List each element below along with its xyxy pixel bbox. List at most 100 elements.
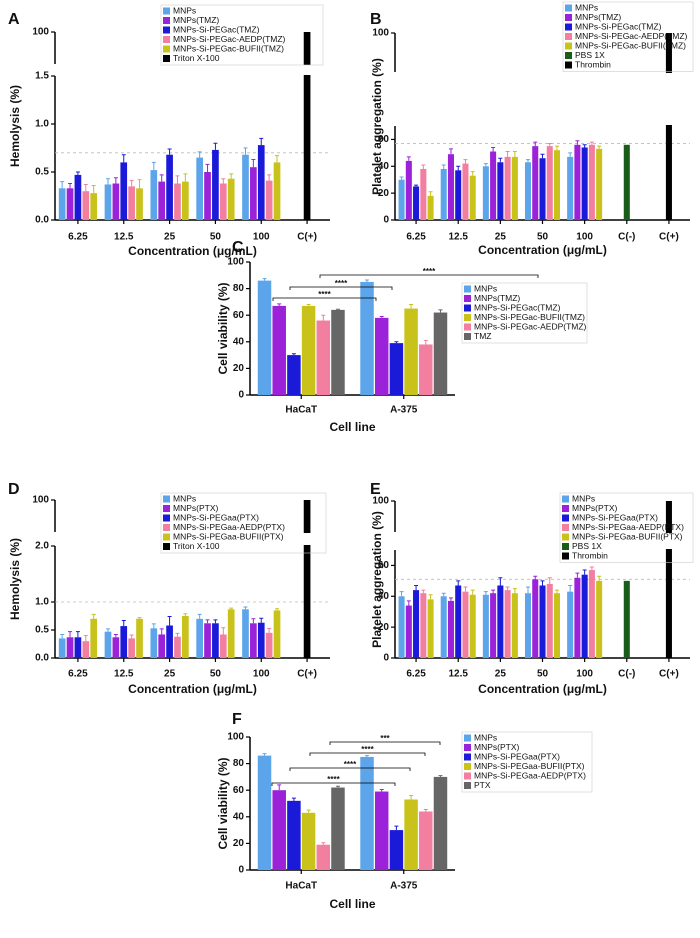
legend-label: Thrombin — [572, 550, 608, 560]
error-bar — [568, 152, 573, 157]
legend-label: MNPs(TMZ) — [173, 15, 219, 25]
error-bar — [60, 633, 65, 639]
error-bar — [221, 627, 226, 635]
error-bar — [197, 151, 202, 158]
x-tick-label: 12.5 — [448, 232, 468, 243]
error-bar — [167, 616, 172, 626]
error-bar — [121, 619, 126, 627]
legend-label: MNPs-Si-PEGaa(PTX) — [572, 512, 658, 522]
y-tick-label: 0.0 — [35, 653, 49, 664]
bar — [546, 146, 553, 220]
error-bar — [409, 304, 414, 309]
bar — [242, 609, 249, 658]
significance-bracket — [289, 767, 411, 771]
error-bar — [259, 137, 264, 146]
axis-break — [389, 533, 692, 549]
legend-box — [559, 492, 694, 563]
x-tick-label: C(+) — [297, 232, 317, 243]
bar — [303, 32, 311, 220]
error-bar — [589, 141, 594, 145]
x-tick-label: 100 — [576, 669, 593, 680]
error-bar — [83, 183, 88, 192]
bar — [389, 830, 404, 870]
x-tick-label: 100 — [576, 232, 593, 243]
x-tick-label: 25 — [164, 669, 176, 680]
legend-label: PBS 1X — [575, 50, 605, 60]
bar — [447, 154, 454, 220]
legend-box — [160, 492, 327, 554]
x-axis-label: Concentration (μg/mL) — [478, 243, 607, 257]
y-axis-label: Cell viability (%) — [216, 757, 230, 849]
y-axis-label: Hemolysis (%) — [8, 538, 22, 620]
legend-swatch — [464, 333, 471, 340]
legend-swatch — [562, 543, 569, 550]
error-bar — [409, 795, 414, 800]
bar — [158, 181, 166, 220]
bar — [490, 151, 497, 220]
error-bar — [159, 628, 164, 635]
error-bar — [547, 577, 552, 584]
error-bar — [394, 825, 399, 831]
legend-label: PTX — [474, 780, 491, 790]
panel-label: E — [370, 481, 381, 498]
error-bar — [306, 304, 311, 306]
bar — [433, 776, 448, 870]
error-bar — [470, 171, 475, 176]
error-bar — [306, 809, 311, 813]
bar — [581, 574, 588, 658]
bar — [588, 570, 595, 658]
error-bar — [463, 159, 468, 164]
bar — [212, 149, 219, 220]
bar — [82, 641, 90, 658]
legend-label: MNPs-Si-PEGaa-BUFII(PTX) — [474, 761, 585, 771]
x-tick-label: HaCaT — [285, 881, 317, 892]
legend-label: Triton X-100 — [173, 53, 220, 63]
error-bar — [113, 177, 118, 184]
x-tick-label: 50 — [537, 669, 549, 680]
y-tick-label: 0.0 — [35, 215, 49, 226]
error-bar — [597, 575, 602, 581]
error-bar — [597, 145, 602, 149]
bar — [301, 812, 316, 870]
legend-label: MNPs — [173, 5, 196, 15]
error-bar — [365, 755, 370, 757]
error-bar — [540, 153, 545, 159]
legend-swatch — [464, 323, 471, 331]
y-tick-label: 0 — [238, 390, 244, 401]
legend-swatch — [464, 734, 471, 742]
bar — [553, 593, 561, 658]
error-bar — [423, 808, 428, 812]
error-bar — [137, 617, 142, 619]
y-axis-label: Cell viability (%) — [216, 282, 230, 374]
bar — [574, 577, 581, 658]
error-bar — [277, 303, 282, 306]
x-tick-label: 50 — [537, 232, 549, 243]
y-tick-label: 100 — [227, 257, 244, 268]
legend-label: MNPs — [572, 493, 595, 503]
error-bar — [421, 589, 426, 594]
bar — [250, 167, 257, 220]
error-bar — [448, 148, 453, 155]
error-bar — [129, 634, 134, 639]
error-bar — [243, 147, 248, 155]
bar — [166, 625, 173, 658]
legend-swatch — [163, 36, 170, 43]
error-bar — [505, 586, 510, 591]
error-bar — [213, 619, 218, 624]
bar — [250, 623, 257, 658]
legend-label: MNPs-Si-PEGac(TMZ) — [474, 302, 561, 312]
bar — [272, 790, 286, 870]
bar — [301, 305, 316, 395]
legend-swatch — [565, 33, 572, 40]
legend-box — [160, 4, 324, 66]
error-bar — [414, 184, 419, 187]
bar — [405, 160, 412, 220]
y-tick-label: 1.5 — [35, 71, 49, 82]
legend-swatch — [464, 782, 471, 789]
bar — [136, 618, 143, 658]
error-bar — [512, 151, 517, 157]
error-bar — [267, 174, 272, 181]
legend-label: MNPs(PTX) — [173, 503, 219, 513]
bar — [287, 800, 301, 870]
panel-label: B — [370, 11, 382, 28]
